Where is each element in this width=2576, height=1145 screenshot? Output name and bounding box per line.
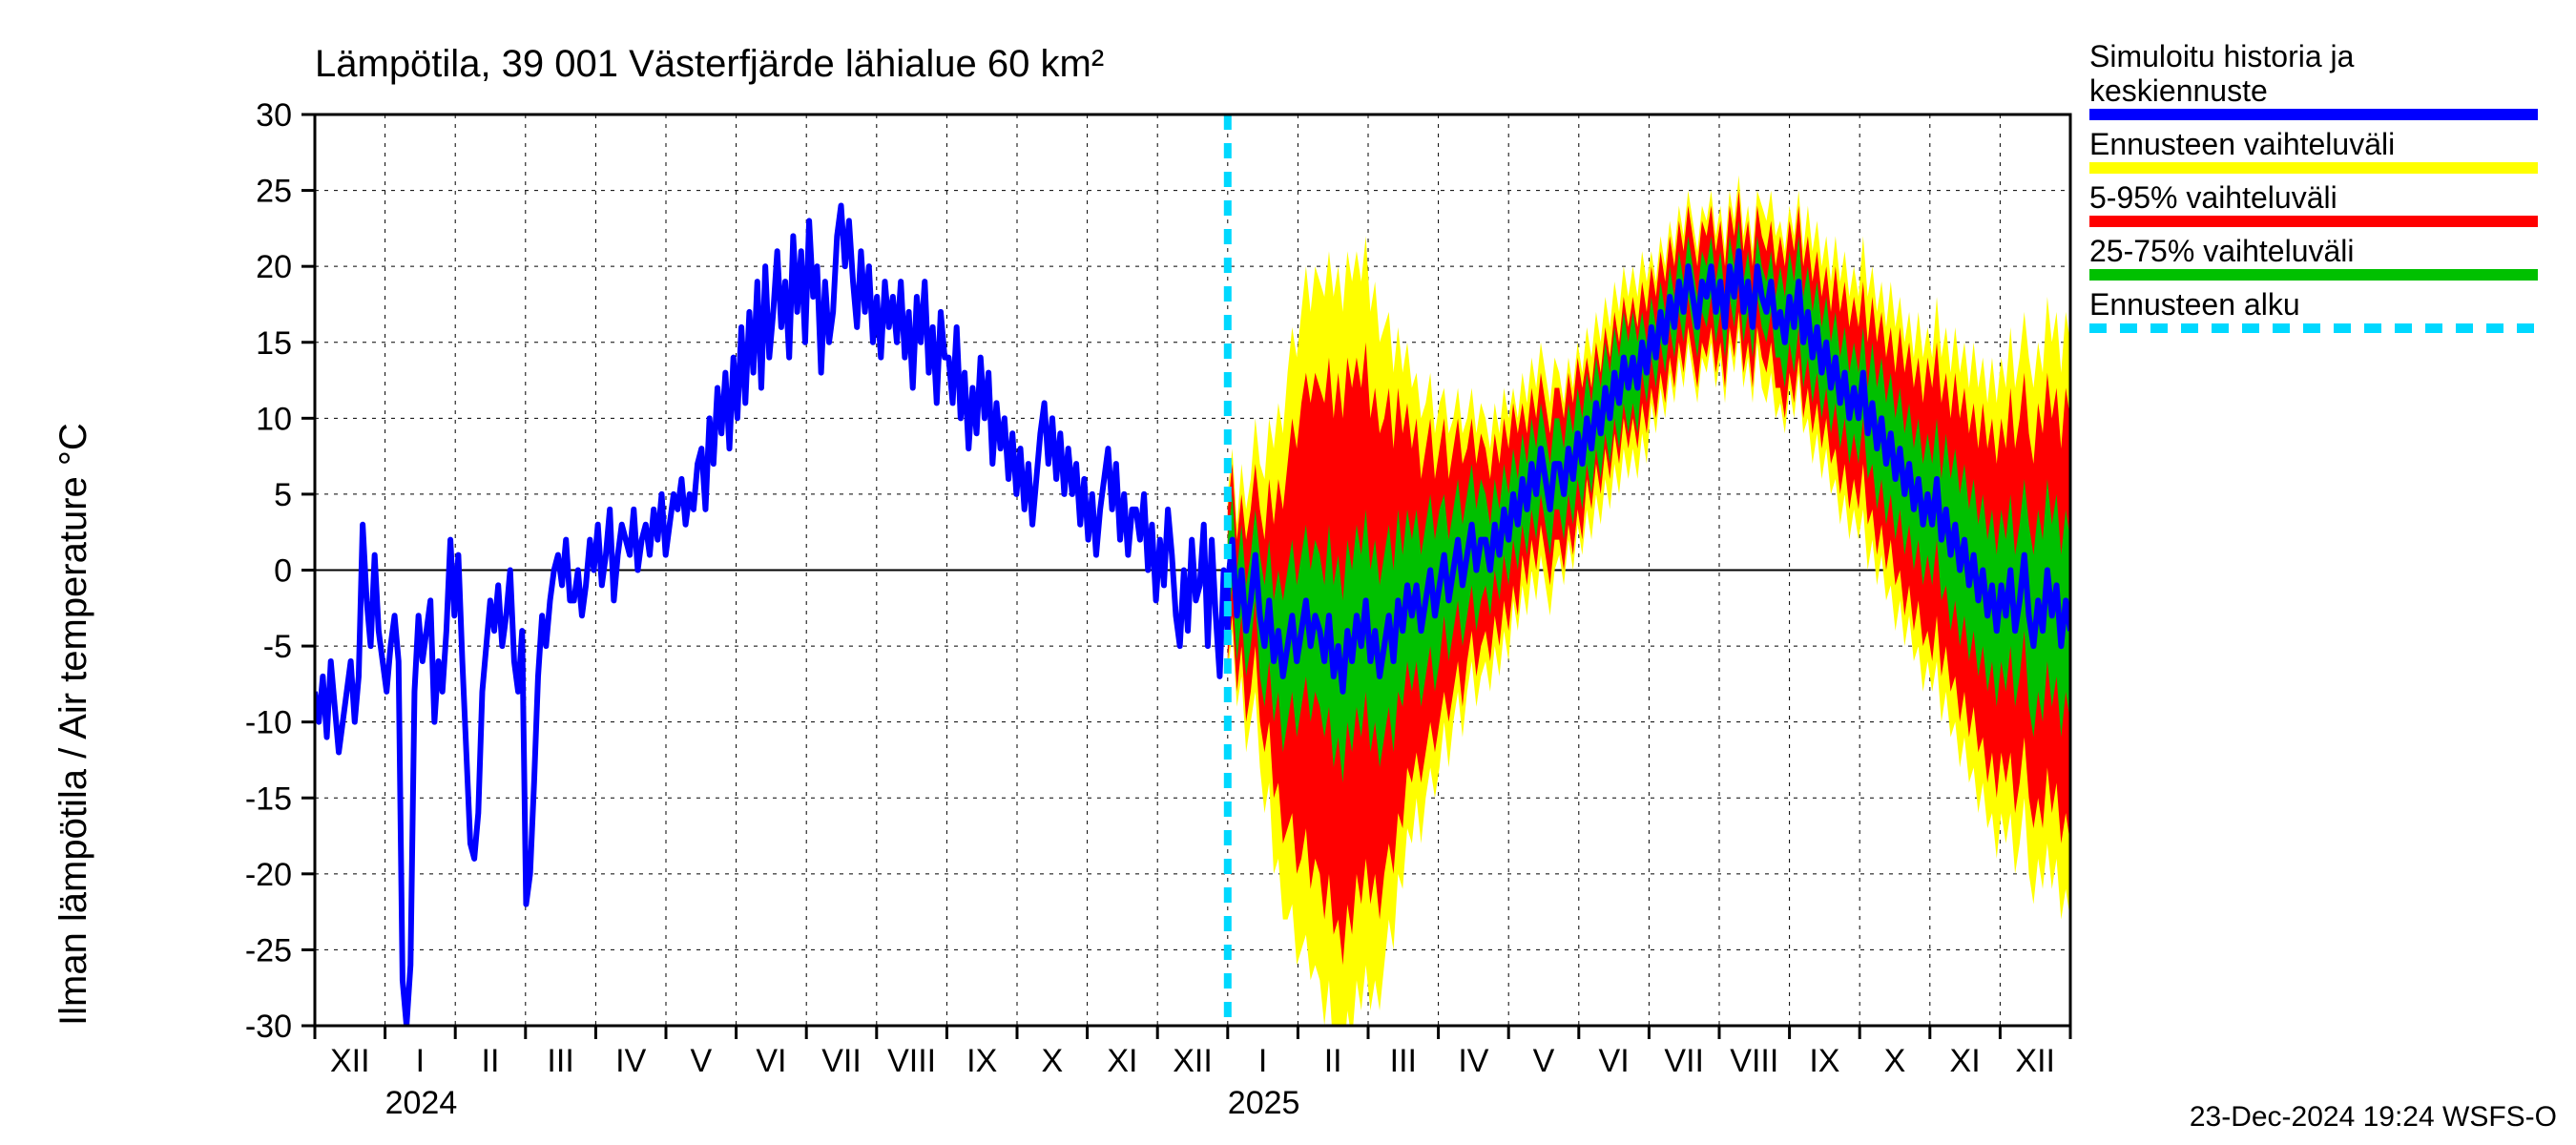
x-month-label: VIII <box>887 1043 936 1079</box>
legend-item-label: Ennusteen vaihteluväli <box>2089 127 2395 161</box>
x-month-label: IX <box>966 1043 997 1079</box>
chart-footer: 23-Dec-2024 19:24 WSFS-O <box>2190 1101 2557 1133</box>
x-month-label: IV <box>1458 1043 1488 1079</box>
x-month-label: XII <box>1173 1043 1213 1079</box>
y-tick-label: 5 <box>274 477 292 513</box>
y-tick-label: -10 <box>245 705 292 741</box>
y-tick-label: 20 <box>256 249 292 285</box>
legend-item-label: 25-75% vaihteluväli <box>2089 234 2355 268</box>
temperature-chart-svg: Lämpötila, 39 001 Västerfjärde lähialue … <box>0 0 2576 1145</box>
x-month-label: III <box>547 1043 573 1079</box>
legend-item-label: 5-95% vaihteluväli <box>2089 180 2337 215</box>
x-month-label: XI <box>1950 1043 1981 1079</box>
x-month-label: II <box>482 1043 500 1079</box>
x-year-label: 2025 <box>1228 1085 1300 1121</box>
x-year-label: 2024 <box>385 1085 458 1121</box>
y-tick-label: 30 <box>256 97 292 134</box>
y-tick-label: 10 <box>256 401 292 437</box>
x-month-label: V <box>1533 1043 1555 1079</box>
y-axis-label: Ilman lämpötila / Air temperature °C <box>52 423 94 1026</box>
y-tick-label: 15 <box>256 325 292 362</box>
x-month-label: II <box>1324 1043 1342 1079</box>
x-month-label: VII <box>821 1043 862 1079</box>
y-tick-label: -15 <box>245 781 292 817</box>
x-month-label: X <box>1884 1043 1906 1079</box>
chart-container: Lämpötila, 39 001 Västerfjärde lähialue … <box>0 0 2576 1145</box>
x-month-label: XII <box>2015 1043 2055 1079</box>
x-month-label: VI <box>1599 1043 1630 1079</box>
x-month-label: IX <box>1809 1043 1839 1079</box>
chart-title: Lämpötila, 39 001 Västerfjärde lähialue … <box>315 43 1104 85</box>
x-month-label: XII <box>330 1043 370 1079</box>
y-tick-label: -5 <box>263 629 292 665</box>
x-month-label: VIII <box>1730 1043 1778 1079</box>
x-month-label: I <box>1258 1043 1267 1079</box>
y-tick-label: -30 <box>245 1009 292 1045</box>
y-tick-label: -25 <box>245 932 292 968</box>
legend-item-label: keskiennuste <box>2089 73 2268 108</box>
x-month-label: III <box>1390 1043 1417 1079</box>
legend-item-label: Simuloitu historia ja <box>2089 39 2355 73</box>
y-tick-label: -20 <box>245 857 292 893</box>
x-month-label: X <box>1041 1043 1063 1079</box>
x-month-label: VII <box>1664 1043 1704 1079</box>
x-month-label: VI <box>756 1043 786 1079</box>
y-tick-label: 0 <box>274 553 292 590</box>
x-month-label: V <box>690 1043 712 1079</box>
x-month-label: IV <box>615 1043 646 1079</box>
y-tick-label: 25 <box>256 174 292 210</box>
x-month-label: XI <box>1107 1043 1137 1079</box>
legend-item-label: Ennusteen alku <box>2089 287 2300 322</box>
x-month-label: I <box>416 1043 425 1079</box>
